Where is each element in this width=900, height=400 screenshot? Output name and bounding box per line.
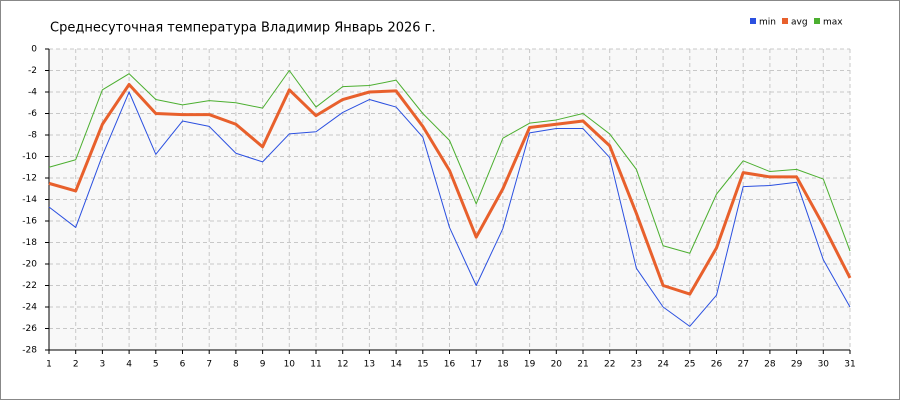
x-tick-label: 20 <box>551 360 563 370</box>
legend-swatch <box>750 18 756 24</box>
x-tick-label: 27 <box>737 360 748 370</box>
x-tick-label: 28 <box>764 360 776 370</box>
legend-label: avg <box>791 18 808 28</box>
series-line <box>48 91 851 327</box>
x-tick-label: 29 <box>791 360 803 370</box>
x-tick-label: 1 <box>46 360 52 370</box>
y-tick-label: -24 <box>22 303 37 313</box>
legend-swatch <box>782 18 788 24</box>
x-tick-label: 17 <box>470 360 481 370</box>
x-tick-label: 12 <box>337 360 348 370</box>
x-tick-label: 14 <box>390 360 402 370</box>
y-tick-label: -2 <box>28 66 37 76</box>
legend-label: min <box>759 18 776 28</box>
y-tick-label: -26 <box>22 324 37 334</box>
x-tick-label: 3 <box>100 360 106 370</box>
x-tick-label: 30 <box>818 360 830 370</box>
x-tick-label: 24 <box>657 360 669 370</box>
y-tick-label: -16 <box>22 217 37 227</box>
y-tick-label: -28 <box>22 346 37 356</box>
legend-swatch <box>814 18 820 24</box>
x-tick-label: 22 <box>604 360 615 370</box>
x-tick-label: 10 <box>284 360 296 370</box>
x-tick-label: 9 <box>260 360 266 370</box>
x-tick-label: 16 <box>444 360 456 370</box>
x-tick-label: 19 <box>524 360 536 370</box>
y-tick-label: -4 <box>28 88 37 98</box>
y-tick-label: 0 <box>31 45 37 55</box>
chart-title: Среднесуточная температура Владимир Янва… <box>50 21 436 36</box>
y-tick-label: -22 <box>22 281 37 291</box>
x-tick-label: 6 <box>180 360 186 370</box>
series-line <box>48 82 852 296</box>
series-line <box>48 70 851 254</box>
x-tick-label: 18 <box>497 360 509 370</box>
x-tick-label: 5 <box>153 360 159 370</box>
legend-label: max <box>823 18 843 28</box>
x-tick-label: 21 <box>577 360 588 370</box>
y-tick-label: -12 <box>22 174 37 184</box>
x-tick-label: 23 <box>631 360 642 370</box>
x-tick-label: 15 <box>417 360 428 370</box>
y-tick-label: -20 <box>22 260 37 270</box>
x-tick-label: 11 <box>310 360 321 370</box>
y-tick-label: -10 <box>22 152 37 162</box>
x-tick-label: 25 <box>684 360 695 370</box>
y-tick-label: -8 <box>28 131 37 141</box>
y-tick-label: -6 <box>28 109 37 119</box>
y-tick-label: -18 <box>22 238 37 248</box>
x-tick-label: 26 <box>711 360 723 370</box>
x-tick-label: 8 <box>233 360 239 370</box>
x-tick-label: 31 <box>844 360 855 370</box>
x-tick-label: 4 <box>126 360 132 370</box>
x-tick-label: 7 <box>206 360 212 370</box>
x-tick-label: 2 <box>73 360 79 370</box>
x-tick-label: 13 <box>364 360 375 370</box>
y-tick-label: -14 <box>22 195 37 205</box>
